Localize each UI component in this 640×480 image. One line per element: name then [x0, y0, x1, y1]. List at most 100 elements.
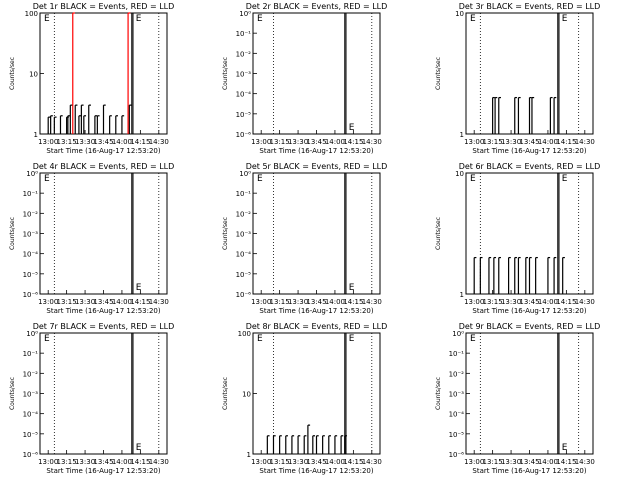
x-axis-label: Start Time (16-Aug-17 12:53:20): [46, 307, 160, 315]
x-tick-label: 13:45: [519, 298, 539, 306]
y-tick-label: 10⁰: [26, 330, 38, 338]
y-tick-label: 10⁻²: [236, 50, 252, 58]
y-tick-label: 10⁻⁴: [449, 411, 465, 419]
x-tick-label: 14:00: [112, 138, 132, 146]
annotation-text: E: [349, 283, 355, 293]
chart-title: Det 8r BLACK = Events, RED = LLD: [246, 322, 388, 331]
y-tick-label: 10⁻⁶: [449, 451, 465, 459]
y-tick-label: 10⁻⁶: [23, 291, 39, 299]
y-tick-label: 10: [455, 10, 464, 18]
x-tick-label: 13:30: [288, 138, 308, 146]
x-tick-label: 14:15: [556, 138, 576, 146]
y-axis-label: Counts/sec: [435, 57, 442, 90]
y-axis-label: Counts/sec: [222, 377, 229, 410]
x-tick-label: 13:15: [270, 298, 290, 306]
y-tick-label: 1: [34, 131, 38, 139]
x-tick-label: 14:30: [149, 138, 169, 146]
x-axis-label: Start Time (16-Aug-17 12:53:20): [259, 147, 373, 155]
x-tick-label: 13:15: [57, 138, 77, 146]
annotation-text: E: [349, 334, 355, 344]
y-tick-label: 10: [29, 71, 38, 79]
annotation-text: E: [562, 443, 568, 453]
y-tick-label: 10⁰: [239, 10, 251, 18]
y-tick-label: 1: [460, 131, 464, 139]
x-tick-label: 14:00: [112, 298, 132, 306]
chart-title: Det 3r BLACK = Events, RED = LLD: [459, 2, 601, 11]
chart-title: Det 7r BLACK = Events, RED = LLD: [33, 322, 175, 331]
y-tick-label: 10⁻⁶: [236, 291, 252, 299]
x-tick-label: 14:00: [538, 458, 558, 466]
x-tick-label: 13:15: [483, 138, 503, 146]
x-tick-label: 13:45: [306, 458, 326, 466]
x-tick-label: 14:15: [343, 298, 363, 306]
y-tick-label: 10⁻⁴: [236, 251, 252, 259]
y-tick-label: 10⁻⁵: [23, 431, 39, 439]
x-tick-label: 14:00: [325, 298, 345, 306]
chart-title: Det 5r BLACK = Events, RED = LLD: [246, 162, 388, 171]
x-tick-label: 13:15: [57, 458, 77, 466]
y-tick-label: 1: [247, 451, 251, 459]
x-tick-label: 13:00: [38, 458, 58, 466]
annotation-text: E: [136, 14, 142, 24]
x-tick-label: 14:30: [362, 138, 382, 146]
x-tick-label: 14:00: [325, 138, 345, 146]
x-axis-label: Start Time (16-Aug-17 12:53:20): [46, 147, 160, 155]
annotation-text: E: [349, 123, 355, 133]
annotation-text: E: [44, 174, 50, 184]
x-tick-label: 13:30: [288, 298, 308, 306]
y-tick-label: 10⁻¹: [23, 190, 39, 198]
annotation-text: E: [257, 174, 263, 184]
x-tick-label: 14:15: [130, 138, 150, 146]
y-tick-label: 10⁻³: [23, 231, 39, 239]
y-tick-label: 100: [25, 10, 38, 18]
x-tick-label: 13:00: [464, 138, 484, 146]
x-tick-label: 13:00: [251, 138, 271, 146]
x-tick-label: 13:45: [93, 138, 113, 146]
x-tick-label: 13:30: [501, 138, 521, 146]
x-tick-label: 13:15: [270, 138, 290, 146]
x-tick-label: 13:30: [501, 298, 521, 306]
y-axis-label: Counts/sec: [222, 57, 229, 90]
x-tick-label: 13:00: [38, 298, 58, 306]
y-tick-label: 100: [238, 330, 251, 338]
x-tick-label: 13:00: [251, 458, 271, 466]
y-axis-label: Counts/sec: [9, 217, 16, 250]
x-tick-label: 13:45: [93, 458, 113, 466]
y-tick-label: 10⁻⁴: [236, 91, 252, 99]
annotation-text: E: [136, 443, 142, 453]
x-axis-label: Start Time (16-Aug-17 12:53:20): [259, 467, 373, 475]
x-axis-label: Start Time (16-Aug-17 12:53:20): [259, 307, 373, 315]
annotation-text: E: [470, 174, 476, 184]
x-tick-label: 14:15: [343, 458, 363, 466]
annotation-text: E: [44, 334, 50, 344]
x-tick-label: 13:15: [483, 298, 503, 306]
annotation-text: E: [470, 334, 476, 344]
x-tick-label: 14:30: [149, 458, 169, 466]
x-tick-label: 13:00: [464, 298, 484, 306]
y-tick-label: 10⁻⁶: [236, 131, 252, 139]
x-tick-label: 13:00: [38, 138, 58, 146]
y-tick-label: 10⁻³: [449, 391, 465, 399]
x-tick-label: 13:30: [75, 138, 95, 146]
y-tick-label: 10⁻³: [236, 231, 252, 239]
y-tick-label: 10⁰: [239, 170, 251, 178]
annotation-text: E: [470, 14, 476, 24]
x-tick-label: 13:15: [483, 458, 503, 466]
y-axis-label: Counts/sec: [9, 57, 16, 90]
plot-frame: [252, 12, 381, 135]
x-tick-label: 14:15: [130, 458, 150, 466]
x-tick-label: 13:30: [75, 298, 95, 306]
chart-title: Det 4r BLACK = Events, RED = LLD: [33, 162, 175, 171]
x-tick-label: 13:30: [75, 458, 95, 466]
x-tick-label: 13:45: [519, 138, 539, 146]
y-tick-label: 10⁻¹: [23, 350, 39, 358]
x-tick-label: 13:30: [288, 458, 308, 466]
x-tick-label: 13:45: [306, 298, 326, 306]
x-axis-label: Start Time (16-Aug-17 12:53:20): [46, 467, 160, 475]
x-tick-label: 14:30: [362, 458, 382, 466]
y-tick-label: 10⁻⁵: [236, 271, 252, 279]
y-axis-label: Counts/sec: [435, 217, 442, 250]
y-tick-label: 10⁻⁴: [23, 251, 39, 259]
x-tick-label: 14:15: [130, 298, 150, 306]
